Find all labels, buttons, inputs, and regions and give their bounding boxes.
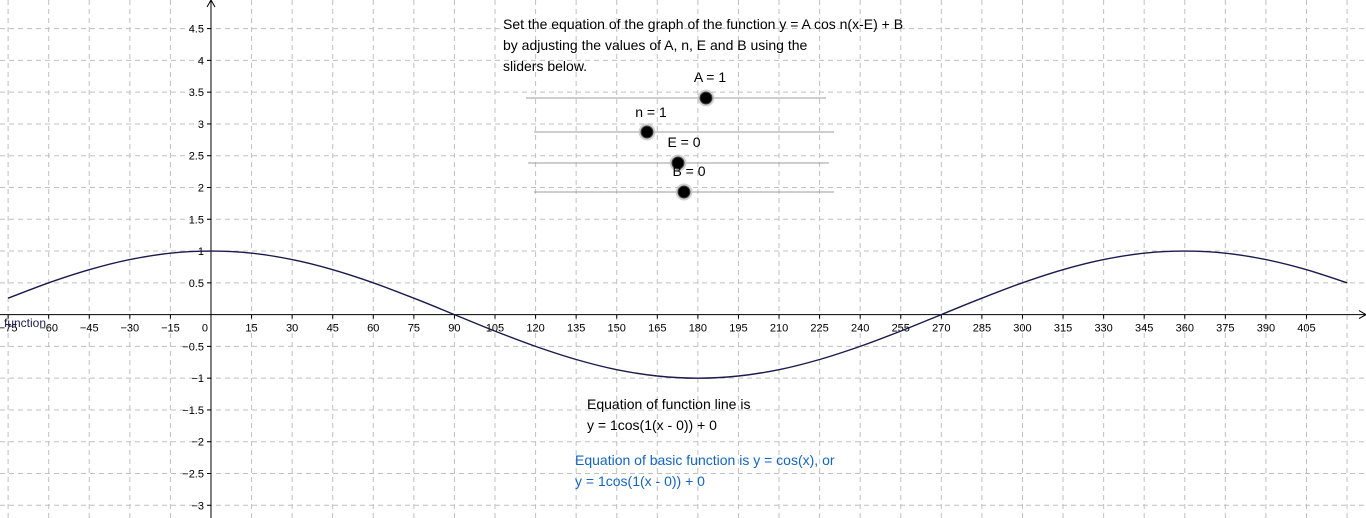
slider-handle-E[interactable] xyxy=(671,156,685,170)
x-tick-label: 30 xyxy=(286,323,298,335)
y-tick-label: 3 xyxy=(198,119,204,131)
slider-handle-B[interactable] xyxy=(677,185,691,199)
x-axis-function-label: function xyxy=(4,316,46,330)
y-tick-label: 1 xyxy=(198,246,204,258)
tick-labels: −75 −60 −45 −30 −15 0 15 30 45 60 75 90 105 120 135 150… xyxy=(0,24,1316,513)
x-tick-label: 60 xyxy=(367,323,379,335)
y-tick-label: −3 xyxy=(191,500,204,512)
x-tick-label: 135 xyxy=(567,323,585,335)
equation-text: Equation of function line is y = 1cos(1(… xyxy=(587,394,750,436)
x-tick-label: 315 xyxy=(1054,323,1072,335)
y-tick-label: 1.5 xyxy=(189,214,204,226)
y-tick-label: 4 xyxy=(198,55,204,67)
x-tick-label: 210 xyxy=(770,323,788,335)
x-tick-label: 15 xyxy=(245,323,257,335)
x-tick-label: 330 xyxy=(1094,323,1112,335)
x-tick-label: 75 xyxy=(408,323,420,335)
x-tick-label: 225 xyxy=(810,323,828,335)
x-tick-label: 240 xyxy=(851,323,869,335)
slider-handle-A[interactable] xyxy=(699,91,713,105)
slider-label-B: B = 0 xyxy=(672,163,705,179)
x-tick-label: 150 xyxy=(608,323,626,335)
y-tick-label: −2.5 xyxy=(182,469,204,481)
y-axis-arrow xyxy=(206,0,216,8)
x-tick-label: 255 xyxy=(892,323,910,335)
instructions-line-1: Set the equation of the graph of the fun… xyxy=(503,16,904,32)
x-tick-label: 45 xyxy=(327,323,339,335)
x-tick-label: 285 xyxy=(973,323,991,335)
slider-A[interactable]: A = 1 xyxy=(526,69,826,107)
x-tick-label: 405 xyxy=(1297,323,1315,335)
instructions: Set the equation of the graph of the fun… xyxy=(503,14,903,77)
slider-label-A: A = 1 xyxy=(694,69,727,85)
instructions-line-2: by adjusting the values of A, n, E and B… xyxy=(503,37,808,53)
y-tick-label: −0.5 xyxy=(182,341,204,353)
x-tick-label: −60 xyxy=(39,323,58,335)
x-tick-label: 180 xyxy=(689,323,707,335)
basic-equation-value: y = 1cos(1(x - 0)) + 0 xyxy=(575,473,705,489)
sliders[interactable]: A = 1 n = 1E = 0 B = 0 xyxy=(526,69,834,201)
x-tick-label: 345 xyxy=(1135,323,1153,335)
basic-equation-heading: Equation of basic function is y = cos(x)… xyxy=(575,452,835,468)
slider-label-n: n = 1 xyxy=(635,104,667,120)
y-tick-label: −1 xyxy=(191,373,204,385)
x-tick-label: 195 xyxy=(729,323,747,335)
y-tick-label: 4.5 xyxy=(189,24,204,36)
y-tick-label: −2 xyxy=(191,437,204,449)
y-tick-label: 0.5 xyxy=(189,278,204,290)
x-tick-label: −15 xyxy=(161,323,180,335)
equation-heading: Equation of function line is xyxy=(587,396,751,412)
x-tick-label: 300 xyxy=(1013,323,1031,335)
x-tick-label: 270 xyxy=(932,323,950,335)
slider-label-E: E = 0 xyxy=(667,134,700,150)
x-tick-label: 105 xyxy=(486,323,504,335)
y-tick-label: 2 xyxy=(198,182,204,194)
x-tick-label: 165 xyxy=(648,323,666,335)
slider-handle-n[interactable] xyxy=(640,125,654,139)
y-tick-label: −1.5 xyxy=(182,405,204,417)
x-tick-label: 360 xyxy=(1176,323,1194,335)
y-tick-label: 3.5 xyxy=(189,87,204,99)
instructions-line-3: sliders below. xyxy=(503,58,588,74)
x-tick-label: −75 xyxy=(0,323,17,335)
x-tick-label: 375 xyxy=(1216,323,1234,335)
x-tick-label: 390 xyxy=(1257,323,1275,335)
slider-n[interactable]: n = 1 xyxy=(534,104,834,141)
x-tick-label: −30 xyxy=(121,323,140,335)
x-tick-label: 120 xyxy=(526,323,544,335)
x-axis-arrow xyxy=(1358,310,1366,320)
slider-E[interactable]: E = 0 xyxy=(528,134,829,172)
x-tick-label: 0 xyxy=(202,323,208,335)
equation-value: y = 1cos(1(x - 0)) + 0 xyxy=(587,417,717,433)
function-curve[interactable] xyxy=(7,250,1348,379)
x-tick-label: −45 xyxy=(80,323,99,335)
y-tick-label: 2.5 xyxy=(189,151,204,163)
x-tick-label: 90 xyxy=(448,323,460,335)
slider-B[interactable]: B = 0 xyxy=(534,163,834,201)
basic-equation-text: Equation of basic function is y = cos(x)… xyxy=(575,450,835,492)
